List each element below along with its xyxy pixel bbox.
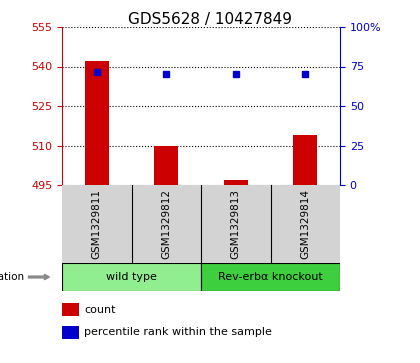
Bar — [62, 303, 79, 316]
Text: Rev-erbα knockout: Rev-erbα knockout — [218, 272, 323, 282]
Bar — [84, 61, 109, 185]
Bar — [201, 185, 270, 263]
Text: GSM1329814: GSM1329814 — [300, 189, 310, 259]
Bar — [223, 180, 248, 185]
Bar — [201, 263, 340, 291]
Bar — [131, 185, 201, 263]
Text: GSM1329811: GSM1329811 — [92, 189, 102, 259]
Bar — [293, 135, 318, 185]
Bar — [62, 185, 131, 263]
Bar — [62, 326, 79, 339]
Text: GDS5628 / 10427849: GDS5628 / 10427849 — [128, 12, 292, 27]
Bar — [270, 185, 340, 263]
Text: genotype/variation: genotype/variation — [0, 272, 24, 282]
Text: wild type: wild type — [106, 272, 157, 282]
Text: GSM1329813: GSM1329813 — [231, 189, 241, 259]
Text: percentile rank within the sample: percentile rank within the sample — [84, 327, 273, 337]
Text: count: count — [84, 305, 116, 315]
Bar — [62, 263, 201, 291]
Bar — [154, 146, 178, 185]
Text: GSM1329812: GSM1329812 — [161, 189, 171, 259]
